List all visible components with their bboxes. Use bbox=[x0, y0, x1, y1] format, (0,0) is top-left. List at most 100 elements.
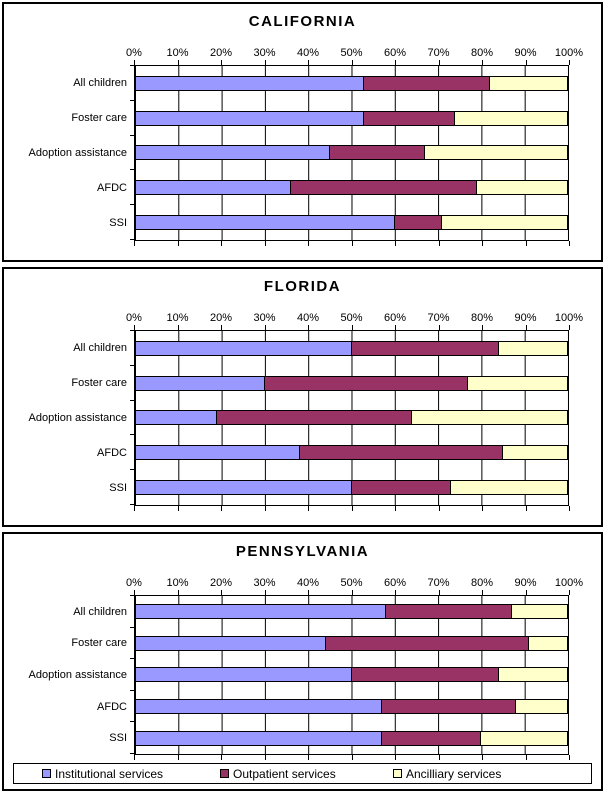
chart-title-florida: FLORIDA bbox=[263, 278, 342, 295]
x-axis-tick-label: 30% bbox=[253, 312, 276, 324]
bar-segment-outpatient bbox=[299, 445, 504, 461]
axis-tick-mark bbox=[308, 325, 309, 330]
stacked-bar-pennsylvania-row-2 bbox=[135, 667, 568, 683]
x-axis-tick-label: 20% bbox=[209, 47, 233, 59]
axis-tick-mark bbox=[525, 506, 527, 511]
axis-tick-mark bbox=[438, 755, 440, 760]
axis-tick-mark bbox=[351, 506, 353, 511]
bar-segment-ancilliary bbox=[477, 180, 568, 196]
axis-tick-mark bbox=[569, 590, 570, 595]
axis-tick-mark bbox=[221, 325, 222, 330]
x-axis-tick-label: 90% bbox=[514, 312, 537, 324]
category-band bbox=[135, 691, 568, 723]
axis-tick-mark bbox=[351, 755, 353, 760]
category-label: Foster care bbox=[71, 377, 127, 390]
axis-tick-mark bbox=[395, 506, 396, 511]
x-axis-tick-label: 100% bbox=[554, 312, 584, 324]
axis-tick-mark bbox=[351, 241, 353, 246]
axis-tick-mark bbox=[308, 60, 309, 65]
bar-segment-ancilliary bbox=[442, 215, 568, 231]
legend-label: Institutional services bbox=[55, 766, 164, 781]
axis-tick-mark bbox=[569, 241, 570, 246]
chart-panel-pennsylvania: PENNSYLVANIA 0% 10% 20% 30% 40% 50% 60% 70% 80% 9… bbox=[2, 532, 603, 791]
x-axis-tick-label: 90% bbox=[514, 47, 537, 59]
axis-tick-mark bbox=[395, 325, 396, 330]
axis-tick-mark bbox=[177, 241, 179, 246]
bar-segment-institutional bbox=[135, 445, 300, 461]
axis-tick-mark bbox=[438, 506, 440, 511]
category-label: SSI bbox=[109, 216, 127, 229]
legend-swatch-icon bbox=[220, 769, 229, 778]
chart-title-california: CALIFORNIA bbox=[248, 13, 357, 30]
axis-tick-mark bbox=[264, 506, 266, 511]
category-axis-tick bbox=[130, 469, 135, 471]
bar-segment-institutional bbox=[135, 480, 352, 496]
x-axis-tick-label: 40% bbox=[296, 312, 320, 324]
axis-tick-mark bbox=[177, 60, 179, 65]
bar-segment-outpatient bbox=[381, 730, 482, 746]
axis-tick-mark bbox=[438, 325, 440, 330]
category-axis-tick bbox=[130, 134, 135, 136]
x-axis-tick-labels-pennsylvania: 0% 10% 20% 30% 40% 50% 60% 70% 80% 90% 100% bbox=[126, 577, 583, 590]
category-axis-tick bbox=[130, 364, 135, 366]
axis-tick-mark bbox=[221, 755, 222, 760]
stacked-bar-california-row-3 bbox=[135, 180, 568, 196]
bar-segment-institutional bbox=[135, 215, 395, 231]
x-axis-tick-label: 20% bbox=[209, 312, 233, 324]
stacked-bar-california-row-4 bbox=[135, 215, 568, 231]
legend-label: Outpatient services bbox=[233, 766, 336, 781]
legend-item-institutional: Institutional services bbox=[42, 767, 163, 781]
axis-tick-mark bbox=[569, 755, 570, 760]
category-label: All children bbox=[73, 605, 127, 618]
bar-segment-institutional bbox=[135, 730, 382, 746]
category-label: AFDC bbox=[97, 446, 127, 459]
category-axis-tick bbox=[130, 658, 135, 660]
category-axis-tick bbox=[130, 239, 135, 240]
chart-panel-florida: FLORIDA 0% 10% 20% 30% 40% 50% 60% 70% 80% 90% 100… bbox=[2, 267, 603, 527]
x-axis-tick-label: 0% bbox=[126, 577, 142, 589]
bar-segment-ancilliary bbox=[511, 604, 568, 620]
axis-tick-mark bbox=[395, 241, 396, 246]
axis-tick-mark bbox=[482, 590, 483, 595]
x-axis-tick-label: 40% bbox=[296, 47, 320, 59]
axis-tick-mark bbox=[395, 60, 396, 65]
axis-tick-mark bbox=[308, 590, 309, 595]
category-axis-tick bbox=[130, 434, 135, 436]
category-axis-tick bbox=[130, 595, 135, 596]
category-label: All children bbox=[73, 77, 127, 90]
category-band bbox=[135, 205, 568, 240]
category-label: SSI bbox=[109, 481, 127, 494]
bar-segment-outpatient bbox=[351, 667, 499, 683]
axis-tick-mark bbox=[308, 506, 309, 511]
category-band bbox=[135, 136, 568, 171]
x-axis-tick-label: 70% bbox=[427, 312, 450, 324]
axis-tick-mark bbox=[134, 60, 135, 65]
x-axis-tick-label: 80% bbox=[470, 312, 494, 324]
bar-segment-ancilliary bbox=[412, 410, 568, 426]
axis-tick-mark bbox=[134, 325, 135, 330]
category-label: All children bbox=[73, 342, 127, 355]
bar-segment-outpatient bbox=[264, 375, 469, 391]
axis-tick-mark bbox=[221, 241, 222, 246]
category-label: Adoption assistance bbox=[28, 147, 127, 159]
legend-swatch-icon bbox=[393, 769, 402, 778]
stacked-bar-florida-row-0 bbox=[135, 340, 568, 356]
bar-segment-outpatient bbox=[364, 110, 456, 126]
category-band bbox=[135, 596, 568, 628]
x-axis-tick-label: 70% bbox=[427, 577, 450, 589]
axis-tick-mark bbox=[569, 506, 570, 511]
bar-segment-outpatient bbox=[386, 604, 512, 620]
bar-segment-ancilliary bbox=[529, 635, 568, 651]
bar-segment-institutional bbox=[135, 604, 387, 620]
category-axis-tick bbox=[130, 504, 135, 505]
category-band bbox=[135, 366, 568, 401]
stacked-bar-california-row-1 bbox=[135, 110, 568, 126]
x-axis-ticks-florida bbox=[134, 325, 570, 330]
axis-tick-mark bbox=[569, 325, 570, 330]
category-label: Foster care bbox=[71, 112, 127, 125]
x-axis-tick-label: 80% bbox=[470, 577, 494, 589]
x-axis-tick-label: 40% bbox=[296, 577, 320, 589]
bar-segment-outpatient bbox=[290, 180, 478, 196]
axis-tick-mark bbox=[438, 60, 440, 65]
axis-tick-mark bbox=[482, 241, 483, 246]
